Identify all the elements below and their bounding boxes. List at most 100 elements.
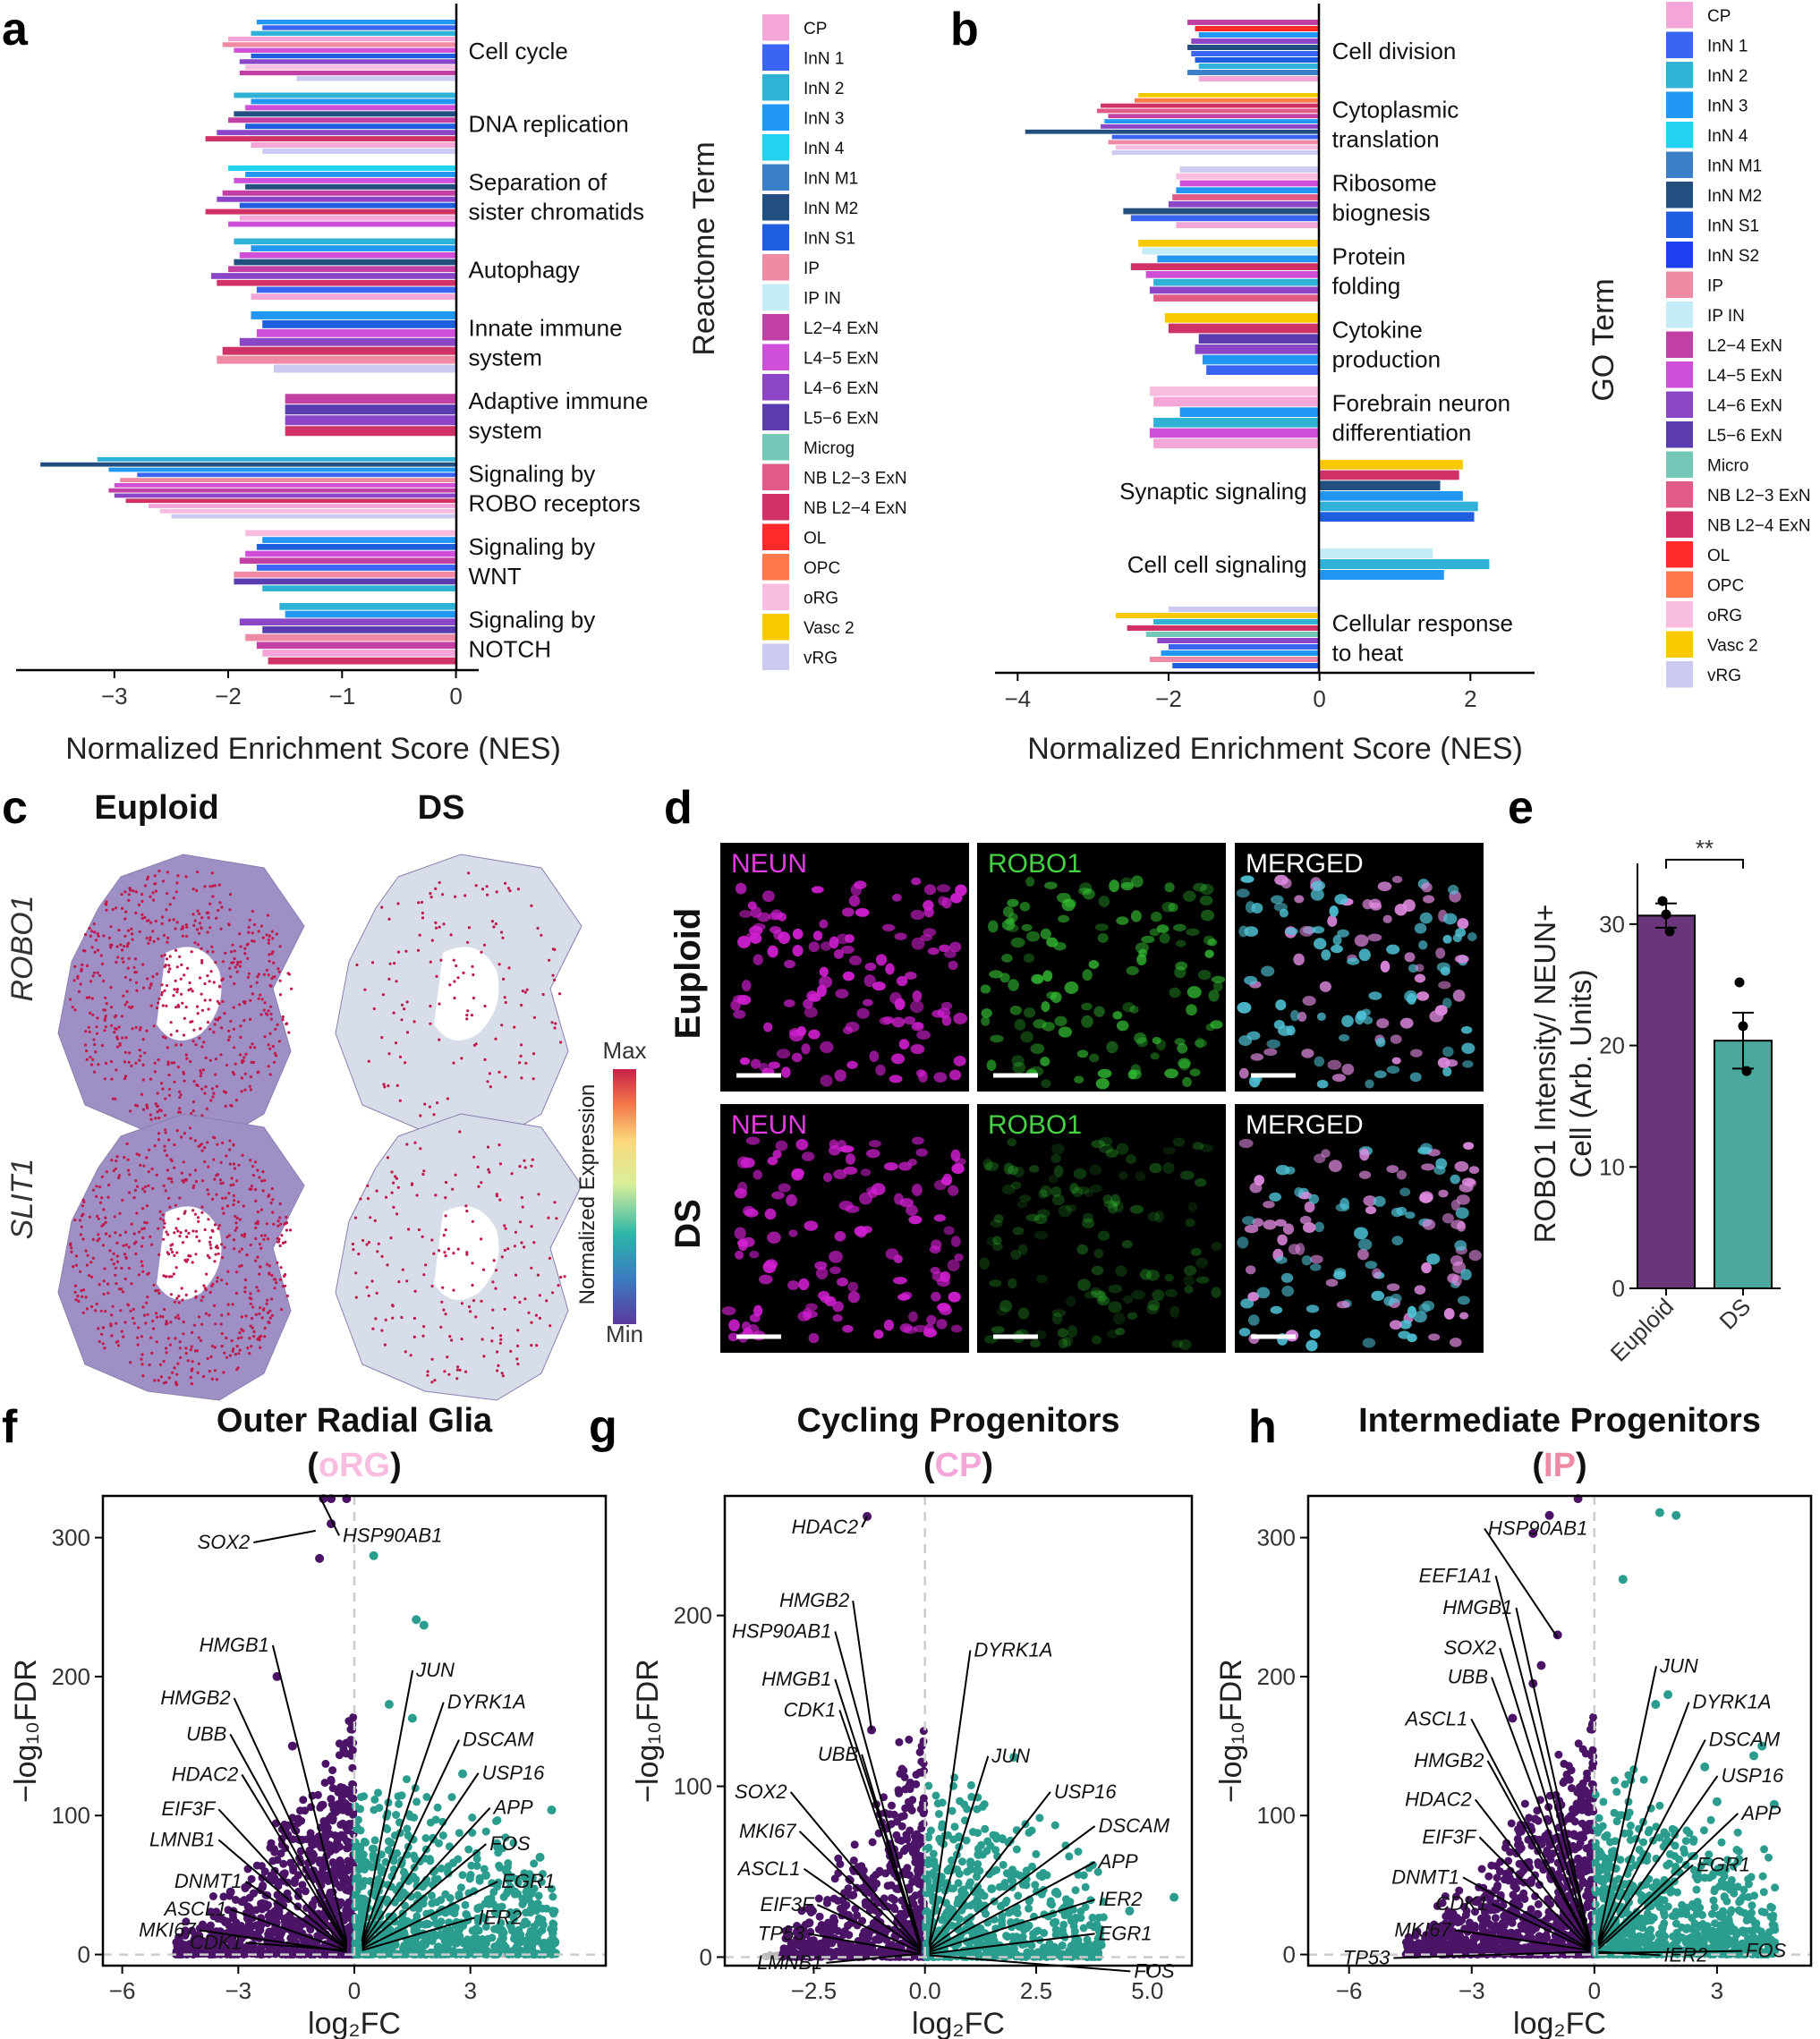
cell xyxy=(759,1274,773,1285)
expression-dot xyxy=(216,999,219,1003)
expression-dot xyxy=(426,1370,429,1373)
term-label-b-5-0: Forebrain neuron xyxy=(1332,390,1510,417)
bar-b-0-4 xyxy=(1187,45,1320,50)
expression-dot xyxy=(492,1259,496,1262)
expression-dot xyxy=(201,1296,205,1299)
expression-dot xyxy=(285,1215,288,1219)
volcano-point-down xyxy=(336,1842,344,1851)
expression-dot xyxy=(143,1220,147,1224)
cell xyxy=(768,1061,780,1069)
bar-b-1-5 xyxy=(1104,119,1320,123)
expression-dot xyxy=(95,1032,98,1035)
expression-dot xyxy=(422,1273,426,1277)
expression-dot xyxy=(240,1076,243,1080)
expression-dot xyxy=(142,1164,146,1168)
expression-dot xyxy=(222,1211,225,1215)
cell xyxy=(1105,1149,1118,1158)
expression-dot xyxy=(115,1035,119,1039)
expression-dot xyxy=(228,1139,232,1143)
expression-dot xyxy=(186,1258,190,1262)
cell xyxy=(1399,1187,1411,1197)
volcano-point-down xyxy=(298,1881,307,1890)
expression-dot xyxy=(470,1014,474,1017)
cell xyxy=(1339,1033,1350,1042)
expression-dot xyxy=(274,1027,277,1031)
expression-dot xyxy=(446,1355,449,1359)
expression-dot xyxy=(232,1194,235,1198)
cell xyxy=(1122,1002,1135,1013)
expression-dot xyxy=(268,983,272,987)
cell xyxy=(1011,1055,1025,1067)
expression-dot xyxy=(175,990,179,994)
expression-dot xyxy=(236,1366,240,1370)
expression-dot xyxy=(232,1143,235,1147)
expression-dot xyxy=(250,1316,254,1321)
expression-dot xyxy=(523,1297,527,1301)
legend-label-a-11: L4−5 ExN xyxy=(804,349,879,368)
bar-a-4-3 xyxy=(239,337,456,346)
expression-dot xyxy=(491,1280,495,1284)
expression-dot xyxy=(97,1327,100,1330)
expression-dot xyxy=(523,1166,527,1169)
expression-dot xyxy=(102,1292,106,1296)
expression-dot xyxy=(503,1224,506,1228)
cell xyxy=(1192,1142,1204,1151)
expression-dot xyxy=(169,1158,173,1161)
expression-dot xyxy=(405,1143,409,1146)
expression-dot xyxy=(226,922,231,926)
expression-dot xyxy=(141,1078,145,1082)
expression-dot xyxy=(263,1234,267,1237)
volcano-ylabel-f: −log₁₀FDR xyxy=(9,1659,43,1803)
expression-dot xyxy=(143,916,147,920)
cell xyxy=(1116,1143,1129,1155)
expression-dot xyxy=(221,1196,225,1200)
legend-label-a-14: Microg xyxy=(804,439,855,458)
expression-dot xyxy=(102,934,106,938)
expression-dot xyxy=(91,1237,95,1241)
expression-dot xyxy=(207,911,210,914)
cell xyxy=(854,1226,868,1236)
expression-dot xyxy=(504,1000,507,1005)
cell xyxy=(1197,969,1212,981)
volcano-point-up xyxy=(451,1939,460,1948)
cell xyxy=(1435,947,1446,959)
expression-dot xyxy=(245,1253,249,1257)
bar-a-0-4 xyxy=(222,42,456,47)
expression-dot xyxy=(97,1217,100,1220)
expression-dot xyxy=(238,932,242,936)
expression-dot xyxy=(267,1194,270,1198)
legend-swatch-b-12 xyxy=(1666,361,1693,388)
expression-dot xyxy=(145,1156,149,1160)
expression-dot xyxy=(251,1165,255,1168)
expression-dot xyxy=(474,884,478,888)
expression-dot xyxy=(373,1219,377,1222)
expression-dot xyxy=(207,1165,210,1168)
cell xyxy=(1421,1300,1435,1312)
volcano-point-up xyxy=(352,1873,361,1882)
expression-dot xyxy=(110,1334,114,1338)
expression-dot xyxy=(415,1194,419,1197)
expression-dot xyxy=(243,1278,248,1282)
expression-dot xyxy=(504,1227,507,1230)
expression-dot xyxy=(81,1295,84,1298)
bar-b-0-8 xyxy=(1187,70,1320,75)
expression-dot xyxy=(196,1005,200,1008)
expression-dot xyxy=(165,1230,168,1234)
bar-a-5-3 xyxy=(285,426,456,437)
volcano-point-down xyxy=(252,1921,261,1930)
bar-a-1-6 xyxy=(217,130,456,136)
expression-dot xyxy=(253,1046,257,1049)
expression-dot xyxy=(200,961,204,964)
expression-dot xyxy=(157,1138,160,1142)
cell xyxy=(982,1159,993,1171)
expression-dot xyxy=(448,983,452,987)
expression-dot xyxy=(248,1352,251,1355)
cell xyxy=(1435,1158,1448,1170)
cell xyxy=(1294,895,1305,904)
expression-dot xyxy=(140,1092,144,1096)
expression-dot xyxy=(89,1261,93,1264)
expression-dot xyxy=(249,1075,253,1079)
expression-dot xyxy=(200,1143,203,1146)
expression-dot xyxy=(80,1225,83,1228)
legend-label-a-0: CP xyxy=(804,20,827,38)
